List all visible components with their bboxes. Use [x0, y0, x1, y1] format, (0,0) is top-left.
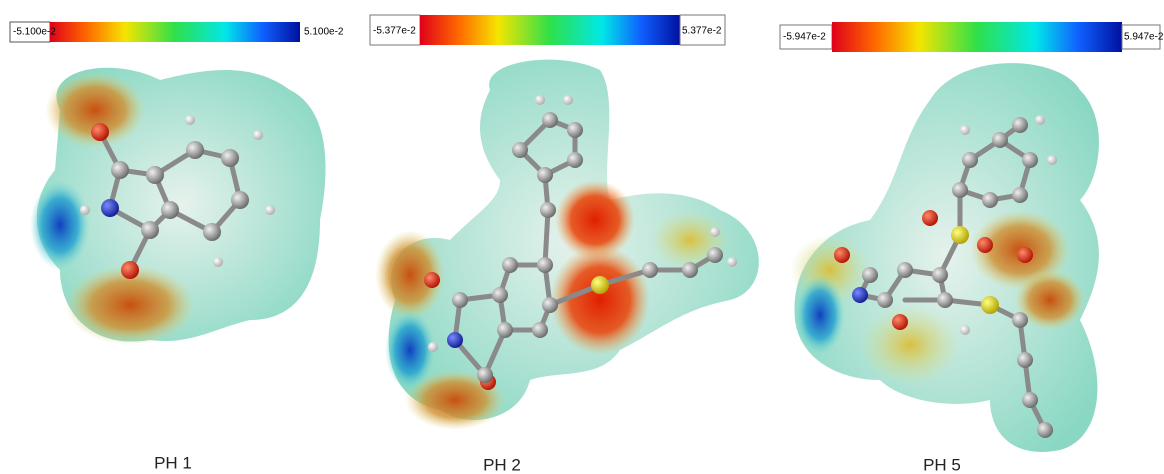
- scale-min: -5.100e-2: [13, 27, 56, 38]
- figure: -5.100e-2 5.100e-2 PH 1 -5.: [0, 0, 1164, 474]
- mep-surface: [790, 63, 1099, 452]
- color-scale: [420, 15, 680, 45]
- color-scale: [832, 22, 1122, 52]
- mep-surface: [375, 60, 759, 430]
- scale-max: 5.377e-2: [682, 26, 722, 37]
- panel-ph2: -5.377e-2 5.377e-2: [370, 15, 759, 474]
- caption: PH 1: [154, 453, 192, 472]
- scale-min: -5.377e-2: [373, 26, 416, 37]
- caption: PH 5: [923, 455, 961, 474]
- scale-min: -5.947e-2: [783, 32, 826, 43]
- scale-max: 5.947e-2: [1124, 32, 1164, 43]
- panel-ph5: -5.947e-2 5.947e-2: [780, 22, 1164, 474]
- caption: PH 2: [483, 455, 521, 474]
- panel-ph1: -5.100e-2 5.100e-2 PH 1: [10, 22, 344, 472]
- mep-surface: [30, 68, 326, 345]
- scale-max: 5.100e-2: [304, 27, 344, 38]
- color-scale: [50, 22, 300, 42]
